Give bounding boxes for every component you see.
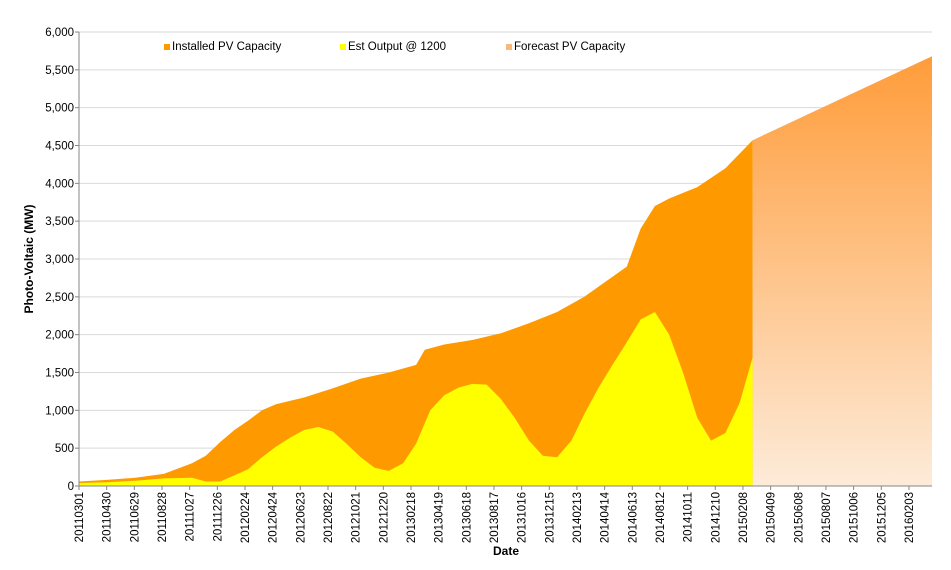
- x-tick-label: 20130419: [434, 492, 446, 543]
- x-axis-title: Date: [493, 544, 519, 558]
- y-tick-label: 3,000: [45, 254, 74, 266]
- y-tick-label: 5,500: [45, 65, 74, 77]
- x-tick-label: 20131016: [517, 492, 529, 543]
- y-tick-label: 6,000: [45, 27, 74, 39]
- x-tick-label: 20120822: [323, 492, 335, 543]
- x-tick-label: 20130218: [406, 492, 418, 543]
- legend-swatch: [340, 44, 346, 50]
- x-tick-label: 20140812: [655, 492, 667, 543]
- y-tick-label: 1,000: [45, 405, 74, 417]
- x-tick-label: 20110629: [129, 492, 141, 542]
- y-tick-label: 4,500: [45, 141, 74, 153]
- x-tick-label: 20150608: [793, 492, 805, 543]
- x-tick-label: 20120623: [295, 492, 307, 543]
- x-tick-label: 20150409: [766, 492, 778, 543]
- y-tick-label: 5,000: [45, 103, 74, 115]
- y-tick-label: 4,000: [45, 178, 74, 190]
- x-tick-label: 20121220: [378, 492, 390, 543]
- x-tick-label: 20130618: [461, 492, 473, 543]
- legend: Installed PV Capacity Est Output @ 1200 Fo…: [164, 41, 625, 53]
- x-tick-label: 20110828: [157, 492, 169, 542]
- x-tick-label: 20110430: [102, 492, 114, 542]
- x-tick-label: 20140414: [600, 491, 612, 543]
- x-tick-label: 20131215: [544, 492, 556, 543]
- x-tick-label: 20110301: [74, 492, 86, 542]
- x-tick-label: 20160203: [904, 492, 916, 543]
- series-area-forecast-pv-capacity: [752, 56, 932, 486]
- x-tick-label: 20130817: [489, 492, 501, 543]
- x-tick-label: 20150807: [821, 492, 833, 543]
- x-tick-label: 20121021: [351, 492, 363, 543]
- x-tick-label: 20111027: [185, 492, 197, 541]
- y-tick-label: 0: [68, 481, 74, 493]
- y-tick-label: 500: [55, 443, 74, 455]
- x-tick-label: 20120424: [268, 491, 280, 543]
- y-tick-label: 2,000: [45, 330, 74, 342]
- x-tick-label: 20111226: [212, 492, 224, 541]
- y-axis-title: Photo-Voltaic (MW): [22, 204, 36, 313]
- x-tick-label: 20151205: [876, 492, 888, 543]
- y-tick-label: 1,500: [45, 368, 74, 380]
- x-tick-label: 20140613: [627, 492, 639, 543]
- x-tick-label: 20140213: [572, 492, 584, 543]
- legend-label: Forecast PV Capacity: [514, 41, 625, 53]
- x-axis-ticks: 20110301 20110430 20110629 20110828 20111027…: [74, 491, 916, 543]
- x-tick-label: 20151006: [849, 492, 861, 543]
- gridlines: [79, 31, 932, 449]
- legend-label: Installed PV Capacity: [172, 41, 282, 53]
- x-tick-label: 20120224: [240, 491, 252, 543]
- y-tick-label: 2,500: [45, 292, 74, 304]
- x-tick-label: 20141011: [683, 492, 695, 542]
- series-layer: [79, 56, 932, 486]
- legend-swatch: [164, 44, 170, 50]
- x-tick-label: 20141210: [710, 492, 722, 543]
- x-tick-label: 20150208: [738, 492, 750, 543]
- series-area-est-output-1200: [79, 312, 753, 486]
- y-tick-label: 3,500: [45, 216, 74, 228]
- legend-swatch: [506, 44, 512, 50]
- series-area-installed-pv-capacity: [79, 140, 753, 486]
- y-axis-ticks: 0 500 1,000 1,500 2,000 2,500 3,000 3,500 4,000 4…: [45, 27, 74, 493]
- legend-label: Est Output @ 1200: [348, 41, 446, 53]
- axes: [75, 31, 932, 490]
